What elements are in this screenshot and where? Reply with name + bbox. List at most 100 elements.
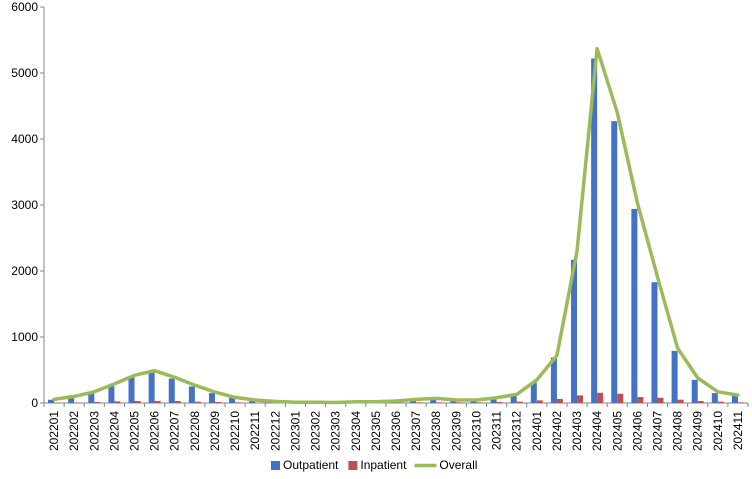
- chart-axes: [43, 7, 748, 404]
- line-overall: [52, 46, 740, 405]
- x-tick-label: 202210: [228, 411, 242, 451]
- bar-inpatient: [657, 397, 664, 403]
- bar-outpatient: [530, 382, 537, 403]
- y-tick-label: 1000: [11, 330, 38, 344]
- x-tick-label: 202407: [650, 411, 664, 451]
- legend-label-overall: Overall: [439, 458, 477, 472]
- x-tick-label: 202207: [168, 411, 182, 451]
- bar-inpatient: [717, 401, 724, 403]
- bar-inpatient: [697, 401, 704, 403]
- chart-bars: [48, 58, 744, 404]
- bar-outpatient: [731, 395, 738, 403]
- bar-inpatient: [617, 393, 624, 403]
- x-tick-label: 202302: [309, 411, 323, 451]
- x-tick-label: 202301: [288, 411, 302, 451]
- x-tick-label: 202307: [409, 411, 423, 451]
- y-tick-label: 4000: [11, 132, 38, 146]
- x-tick-label: 202406: [630, 411, 644, 451]
- bar-inpatient: [134, 401, 141, 403]
- x-tick-label: 202204: [107, 411, 121, 451]
- x-tick-label: 202309: [449, 411, 463, 451]
- x-tick-label: 202404: [590, 411, 604, 451]
- y-tick-label: 2000: [11, 264, 38, 278]
- legend-swatch-inpatient: [348, 461, 358, 470]
- bar-outpatient: [148, 372, 155, 403]
- y-tick-label: 6000: [11, 0, 38, 14]
- bar-outpatient: [691, 379, 698, 403]
- bar-inpatient: [74, 402, 81, 403]
- x-tick-label: 202402: [550, 411, 564, 451]
- x-tick-label: 202410: [711, 411, 725, 451]
- bar-outpatient: [711, 393, 718, 403]
- bar-outpatient: [208, 393, 215, 403]
- bar-outpatient: [631, 208, 638, 403]
- y-tick-label: 0: [31, 396, 38, 410]
- bar-inpatient: [214, 402, 221, 403]
- bar-outpatient: [611, 121, 618, 404]
- bar-inpatient: [737, 402, 744, 403]
- legend-label-inpatient: Inpatient: [360, 458, 407, 472]
- bar-inpatient: [114, 401, 121, 403]
- bar-outpatient: [68, 397, 75, 403]
- bar-outpatient: [591, 58, 598, 403]
- y-tick-label: 3000: [11, 198, 38, 212]
- x-tick-label: 202211: [248, 411, 262, 450]
- bar-inpatient: [556, 399, 563, 403]
- bar-outpatient: [88, 393, 95, 403]
- x-tick-label: 202212: [268, 411, 282, 451]
- x-tick-label: 202203: [87, 411, 101, 451]
- bar-outpatient: [490, 399, 497, 403]
- bar-outpatient: [108, 385, 115, 403]
- x-tick-label: 202206: [148, 411, 162, 451]
- x-tick-label: 202411: [731, 411, 745, 450]
- y-axis-ticks: 0 1000 2000 3000 4000 5000 6000: [11, 0, 44, 410]
- legend-swatch-outpatient: [271, 461, 280, 470]
- x-tick-label: 202306: [389, 411, 403, 451]
- x-tick-label: 202304: [349, 411, 363, 451]
- bar-outpatient: [188, 386, 195, 403]
- x-tick-label: 202201: [47, 411, 61, 451]
- x-tick-label: 202403: [570, 411, 584, 451]
- bar-outpatient: [430, 399, 437, 403]
- bar-inpatient: [94, 402, 101, 403]
- x-tick-label: 202205: [128, 411, 142, 451]
- x-axis-ticks: 202201 202202 202203 202204 202205 202206 2022…: [43, 403, 749, 451]
- bar-inpatient: [235, 402, 242, 403]
- bar-outpatient: [229, 398, 236, 403]
- bar-inpatient: [496, 402, 503, 403]
- y-tick-label: 5000: [11, 66, 38, 80]
- bar-inpatient: [577, 395, 584, 403]
- bar-inpatient: [194, 401, 201, 403]
- bar-outpatient: [48, 399, 55, 403]
- bar-inpatient: [677, 399, 684, 403]
- x-tick-label: 202303: [329, 411, 343, 451]
- x-tick-label: 202401: [530, 411, 544, 451]
- legend-label-outpatient: Outpatient: [283, 458, 339, 472]
- x-tick-label: 202308: [429, 411, 443, 451]
- x-tick-label: 202311: [490, 411, 504, 450]
- chart-lines: [52, 46, 740, 405]
- bar-inpatient: [154, 401, 161, 403]
- x-tick-label: 202409: [691, 411, 705, 451]
- bar-outpatient: [470, 401, 477, 403]
- x-tick-label: 202312: [510, 411, 524, 451]
- bar-outpatient: [450, 401, 457, 403]
- bar-outpatient: [571, 259, 578, 403]
- x-tick-label: 202310: [469, 411, 483, 451]
- bar-outpatient: [128, 377, 135, 403]
- x-tick-label: 202209: [208, 411, 222, 451]
- x-tick-label: 202208: [188, 411, 202, 451]
- bar-outpatient: [550, 357, 557, 403]
- x-tick-label: 202305: [369, 411, 383, 451]
- bar-inpatient: [536, 400, 543, 403]
- bar-outpatient: [168, 378, 175, 403]
- bar-inpatient: [637, 397, 644, 403]
- bar-outpatient: [410, 400, 417, 403]
- x-tick-label: 202405: [610, 411, 624, 451]
- x-tick-label: 202202: [67, 411, 81, 451]
- bar-outpatient: [671, 350, 678, 403]
- legend: Outpatient Inpatient Overall: [271, 458, 477, 472]
- bar-inpatient: [456, 402, 463, 403]
- x-tick-label: 202408: [671, 411, 685, 451]
